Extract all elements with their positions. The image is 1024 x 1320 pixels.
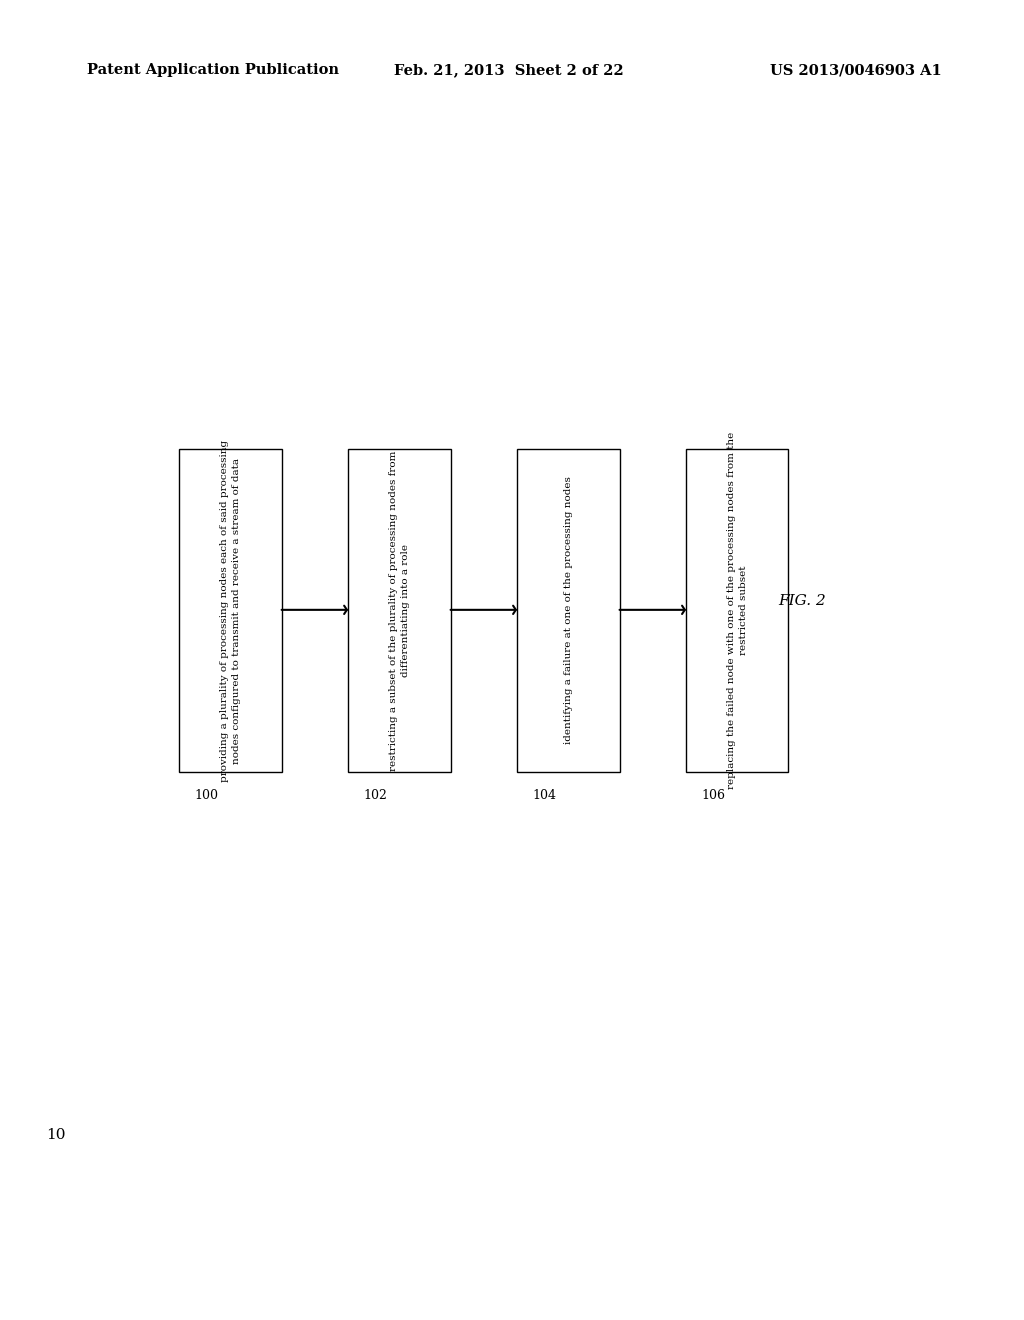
Text: providing a plurality of processing nodes each of said processing
nodes configur: providing a plurality of processing node… bbox=[220, 440, 241, 781]
Text: 102: 102 bbox=[364, 789, 387, 803]
Text: 106: 106 bbox=[701, 789, 725, 803]
Text: 10: 10 bbox=[46, 1129, 67, 1142]
Text: Feb. 21, 2013  Sheet 2 of 22: Feb. 21, 2013 Sheet 2 of 22 bbox=[394, 63, 624, 78]
Bar bbox=[517, 449, 620, 772]
Text: US 2013/0046903 A1: US 2013/0046903 A1 bbox=[770, 63, 942, 78]
Text: 104: 104 bbox=[532, 789, 556, 803]
Text: replacing the failed node with one of the processing nodes from the
restricted s: replacing the failed node with one of th… bbox=[727, 432, 748, 789]
Bar bbox=[348, 449, 451, 772]
Bar bbox=[179, 449, 282, 772]
Bar bbox=[686, 449, 788, 772]
Text: Patent Application Publication: Patent Application Publication bbox=[87, 63, 339, 78]
Text: identifying a failure at one of the processing nodes: identifying a failure at one of the proc… bbox=[564, 477, 572, 744]
Text: restricting a subset of the plurality of processing nodes from
differentiating i: restricting a subset of the plurality of… bbox=[389, 450, 410, 771]
Text: FIG. 2: FIG. 2 bbox=[778, 594, 826, 607]
Text: 100: 100 bbox=[195, 789, 218, 803]
